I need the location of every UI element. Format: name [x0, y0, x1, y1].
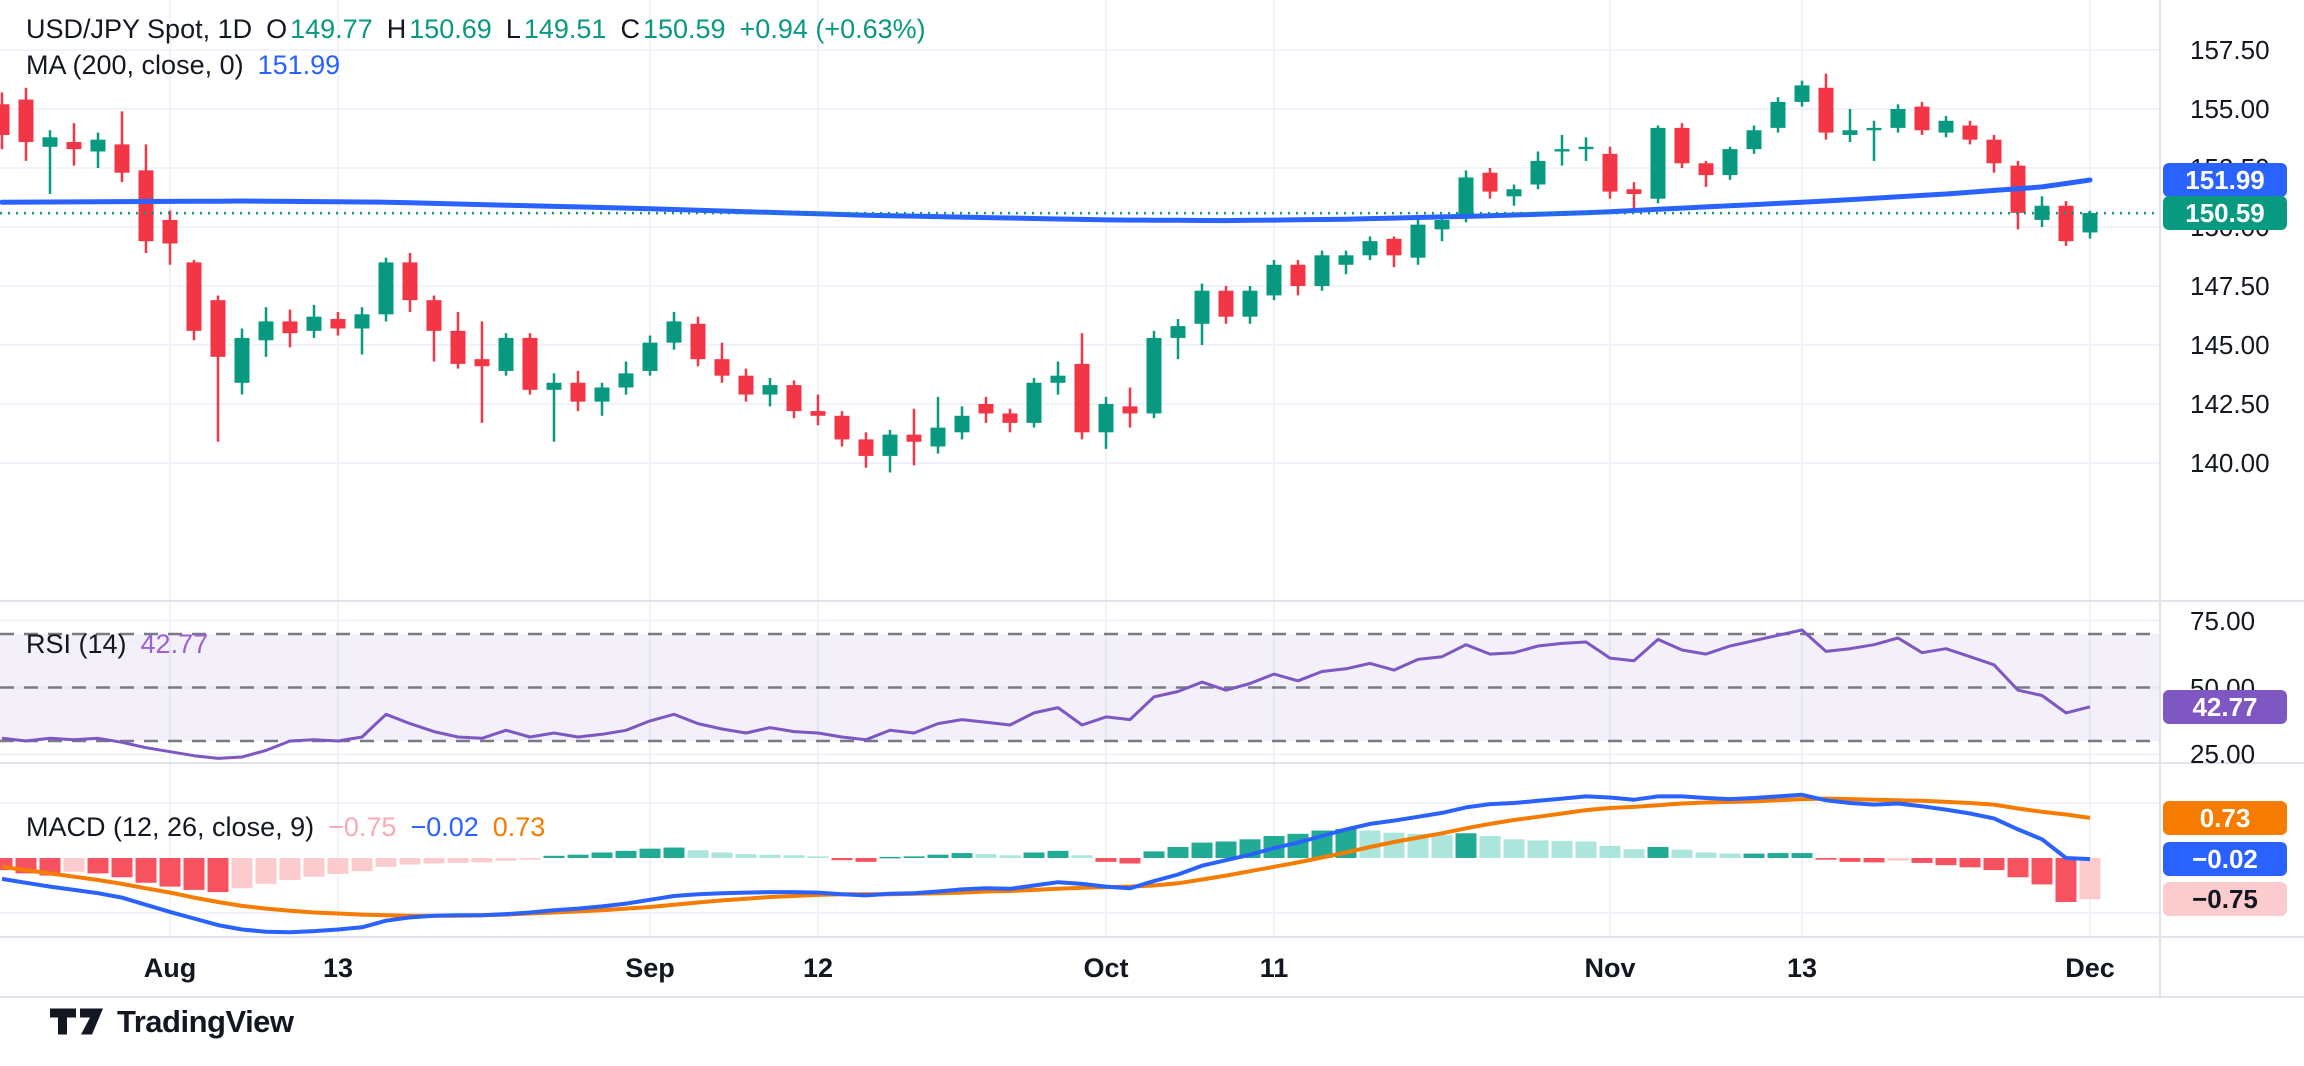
high-label: H	[386, 14, 407, 44]
ma-value: 151.99	[257, 50, 341, 80]
time-axis-label: Sep	[625, 953, 675, 983]
time-axis-label: 13	[322, 953, 354, 983]
symbol-legend[interactable]: USD/JPY Spot, 1D O 149.77 H 150.69 L 149…	[26, 14, 926, 45]
macd-line-value: −0.02	[410, 812, 479, 842]
rsi-axis-label: 25.00	[2190, 739, 2256, 770]
rsi-label: RSI (14)	[26, 629, 127, 659]
price-axis-label: 145.00	[2190, 330, 2270, 360]
price-badge: 151.99	[2163, 163, 2287, 198]
open-label: O	[266, 14, 288, 44]
tradingview-watermark[interactable]: TradingView	[50, 1004, 294, 1040]
high-value: 150.69	[409, 14, 492, 44]
macd-signal-value: 0.73	[492, 812, 546, 842]
close-value: 150.59	[642, 14, 726, 44]
time-axis-label: Aug	[143, 953, 197, 983]
low-label: L	[505, 14, 521, 44]
price-axis-label: 142.50	[2190, 389, 2270, 419]
rsi-value: 42.77	[140, 629, 209, 659]
macd-badge: −0.02	[2163, 842, 2287, 877]
rsi-badge: 42.77	[2163, 689, 2287, 724]
price-badge: 150.59	[2163, 196, 2287, 231]
macd-badge: 0.73	[2163, 800, 2287, 835]
time-axis-label: Nov	[1584, 953, 1636, 983]
ohlc-open: O 149.77	[266, 14, 373, 45]
ohlc-high: H 150.69	[387, 14, 492, 45]
time-axis-label: 12	[802, 953, 834, 983]
price-axis-label: 155.00	[2190, 94, 2270, 124]
macd-badge: −0.75	[2163, 882, 2287, 917]
tradingview-logo-icon	[50, 1008, 103, 1035]
open-value: 149.77	[290, 14, 373, 44]
price-axis-label: 147.50	[2190, 271, 2270, 301]
price-axis-label: 140.00	[2190, 448, 2270, 478]
tradingview-wordmark: TradingView	[117, 1004, 294, 1039]
ohlc-close: C 150.59	[620, 14, 725, 45]
rsi-legend[interactable]: RSI (14) 42.77	[26, 629, 208, 660]
macd-legend[interactable]: MACD (12, 26, close, 9) −0.75 −0.02 0.73	[26, 812, 545, 843]
macd-hist-value: −0.75	[328, 812, 397, 842]
time-axis-label: 13	[1786, 953, 1818, 983]
symbol-title: USD/JPY Spot, 1D	[26, 14, 253, 44]
ohlc-low: L 149.51	[506, 14, 607, 45]
ma-legend[interactable]: MA (200, close, 0) 151.99	[26, 50, 340, 81]
close-label: C	[620, 14, 640, 44]
rsi-axis-label: 75.00	[2190, 605, 2256, 636]
time-axis-label: Oct	[1083, 953, 1129, 983]
time-axis-label: Dec	[2065, 953, 2115, 983]
price-axis-label: 157.50	[2190, 35, 2270, 65]
macd-label: MACD (12, 26, close, 9)	[26, 812, 315, 842]
low-value: 149.51	[523, 14, 607, 44]
time-axis-label: 11	[1259, 953, 1289, 983]
ma-label: MA (200, close, 0)	[26, 50, 244, 80]
change-value: +0.94 (+0.63%)	[739, 14, 926, 44]
